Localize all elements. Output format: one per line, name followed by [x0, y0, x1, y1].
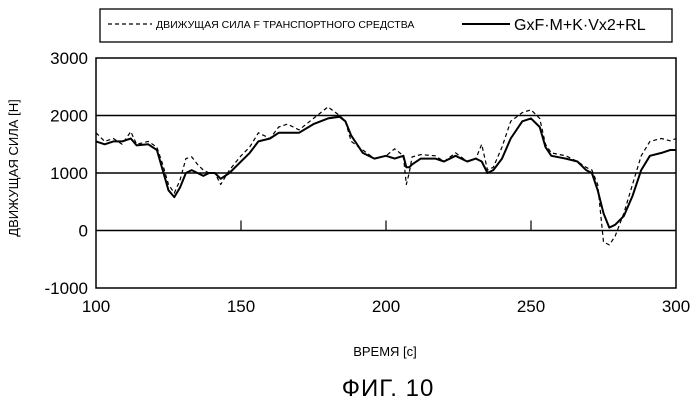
- x-tick-label-0: 100: [82, 297, 110, 316]
- figure-caption: ФИГ. 10: [342, 375, 435, 402]
- x-tick-label-4: 300: [662, 297, 690, 316]
- legend-label-formula: GxF·M+K·Vx2+RL: [514, 17, 646, 34]
- y-tick-labels: 3000 2000 1000 0 -1000: [45, 49, 88, 298]
- legend-label-vehicle-force: ДВИЖУЩАЯ СИЛА F ТРАНСПОРТНОГО СРЕДСТВА: [156, 19, 414, 31]
- y-tick-label-0: 3000: [50, 49, 88, 68]
- x-tick-labels: 100 150 200 250 300: [82, 297, 690, 316]
- y-tick-label-4: -1000: [45, 279, 88, 298]
- grid-lines: [96, 116, 676, 231]
- y-tick-label-3: 0: [79, 222, 88, 241]
- y-tick-label-1: 2000: [50, 107, 88, 126]
- x-tick-label-2: 200: [372, 297, 400, 316]
- x-tick-label-1: 150: [227, 297, 255, 316]
- y-axis-title: ДВИЖУЩАЯ СИЛА [Н]: [6, 99, 21, 236]
- x-tick-label-3: 250: [517, 297, 545, 316]
- series-line-1: [96, 117, 676, 228]
- legend: ДВИЖУЩАЯ СИЛА F ТРАНСПОРТНОГО СРЕДСТВА G…: [100, 9, 672, 42]
- x-axis-title: ВРЕМЯ [с]: [353, 344, 417, 359]
- y-tick-label-2: 1000: [50, 164, 88, 183]
